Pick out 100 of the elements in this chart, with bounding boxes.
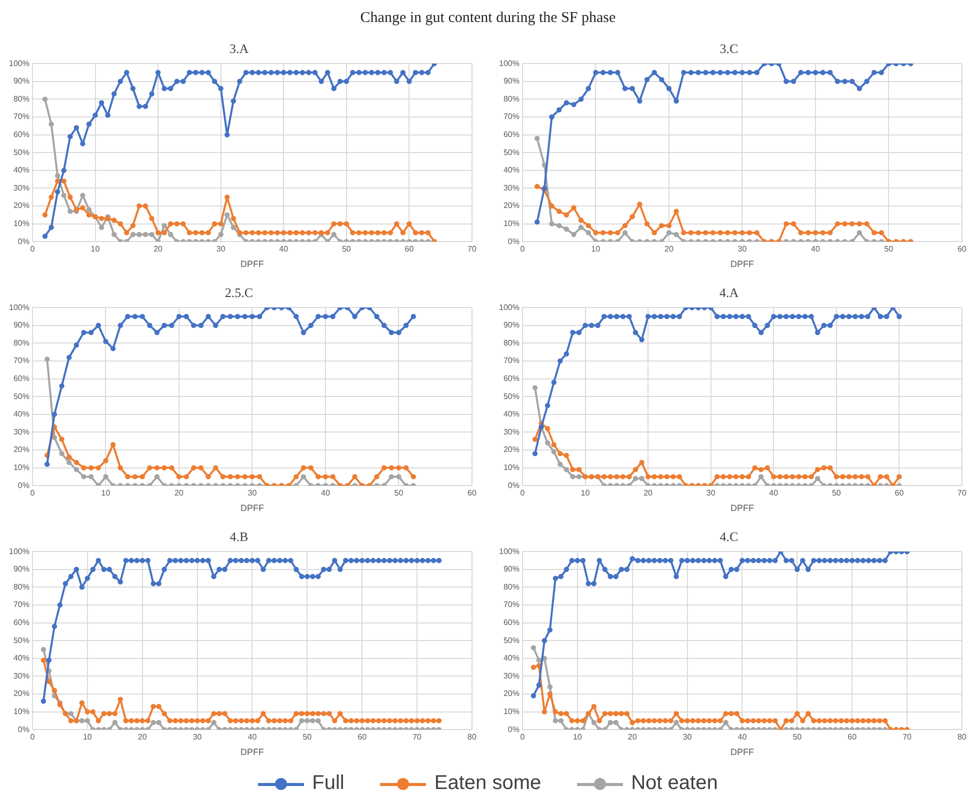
y-tick-label: 10% [503, 707, 520, 716]
point [576, 330, 582, 336]
x-tick-label: 30 [248, 488, 258, 498]
point [732, 70, 738, 76]
point [846, 474, 852, 480]
point [132, 474, 138, 480]
point [626, 314, 632, 320]
point [103, 474, 108, 480]
point [381, 322, 387, 328]
point [820, 70, 826, 76]
point [74, 466, 80, 472]
point [558, 358, 563, 364]
y-tick-label: 30% [503, 671, 520, 680]
point [534, 184, 540, 190]
point [558, 450, 563, 456]
point [242, 314, 248, 320]
point [593, 70, 598, 76]
legend-label: Eaten some [434, 772, 542, 795]
point [169, 465, 174, 470]
point [118, 465, 123, 470]
y-tick-label: 70% [13, 356, 30, 366]
y-tick-label: 60% [13, 374, 30, 384]
x-tick-label: 40 [321, 488, 330, 498]
point [645, 474, 651, 480]
legend-label: Full [312, 772, 344, 795]
point [564, 212, 570, 218]
point [294, 314, 299, 320]
point [852, 474, 858, 480]
point [840, 474, 846, 480]
point [710, 70, 716, 76]
point [549, 203, 554, 209]
chart-title: 4.C [720, 529, 738, 544]
point [710, 230, 716, 236]
point [784, 221, 789, 226]
y-tick-label: 20% [503, 689, 520, 698]
x-tick-label: 80 [468, 732, 477, 742]
point [696, 70, 701, 76]
x-tick-label: 50 [302, 732, 312, 742]
point [601, 474, 607, 480]
point [720, 474, 726, 480]
point [834, 314, 840, 320]
y-tick-label: 70% [503, 600, 520, 610]
y-tick-label: 30% [13, 671, 30, 680]
point [388, 474, 394, 480]
point [740, 314, 745, 320]
point [570, 474, 576, 480]
point [576, 474, 582, 480]
point [576, 466, 582, 472]
chart-title: 4.B [230, 529, 249, 544]
point [300, 474, 306, 480]
point [176, 314, 182, 320]
point [864, 78, 870, 84]
y-tick-label: 100% [8, 58, 30, 68]
point [639, 460, 644, 466]
y-tick-label: 70% [13, 112, 30, 122]
point [842, 221, 848, 226]
point [714, 474, 720, 480]
point [790, 221, 796, 226]
point [564, 100, 570, 106]
point [228, 314, 233, 320]
y-tick-label: 80% [503, 338, 520, 348]
point [110, 346, 116, 352]
point [688, 70, 694, 76]
point [676, 474, 682, 480]
y-tick-label: 0% [508, 724, 520, 734]
x-axis-title: DPFF [240, 747, 264, 758]
point [220, 474, 226, 480]
point [532, 436, 538, 442]
point [808, 314, 814, 320]
point [871, 230, 877, 236]
y-tick-label: 20% [13, 445, 30, 454]
x-axis-title: DPFF [240, 259, 264, 270]
point [213, 322, 218, 328]
x-tick-label: 60 [894, 488, 904, 498]
point [66, 354, 72, 360]
y-tick-label: 100% [8, 302, 30, 312]
point [808, 474, 814, 480]
x-tick-label: 10 [572, 732, 582, 742]
point [410, 474, 416, 480]
point [614, 314, 620, 320]
x-tick-label: 70 [468, 244, 477, 254]
point [652, 230, 657, 236]
point [884, 314, 890, 320]
x-tick-label: 30 [216, 244, 226, 254]
x-tick-label: 50 [342, 244, 352, 254]
point [758, 330, 764, 336]
point [796, 474, 802, 480]
point [802, 314, 808, 320]
point [727, 474, 732, 480]
point [878, 230, 884, 236]
point [601, 314, 607, 320]
x-tick-label: 40 [811, 244, 820, 254]
point [806, 70, 811, 76]
point [140, 314, 145, 320]
y-tick-label: 10% [13, 707, 30, 716]
point [812, 70, 818, 76]
x-tick-label: 10 [101, 488, 111, 498]
point [658, 314, 664, 320]
x-tick-label: 30 [192, 732, 202, 742]
point [871, 70, 877, 76]
